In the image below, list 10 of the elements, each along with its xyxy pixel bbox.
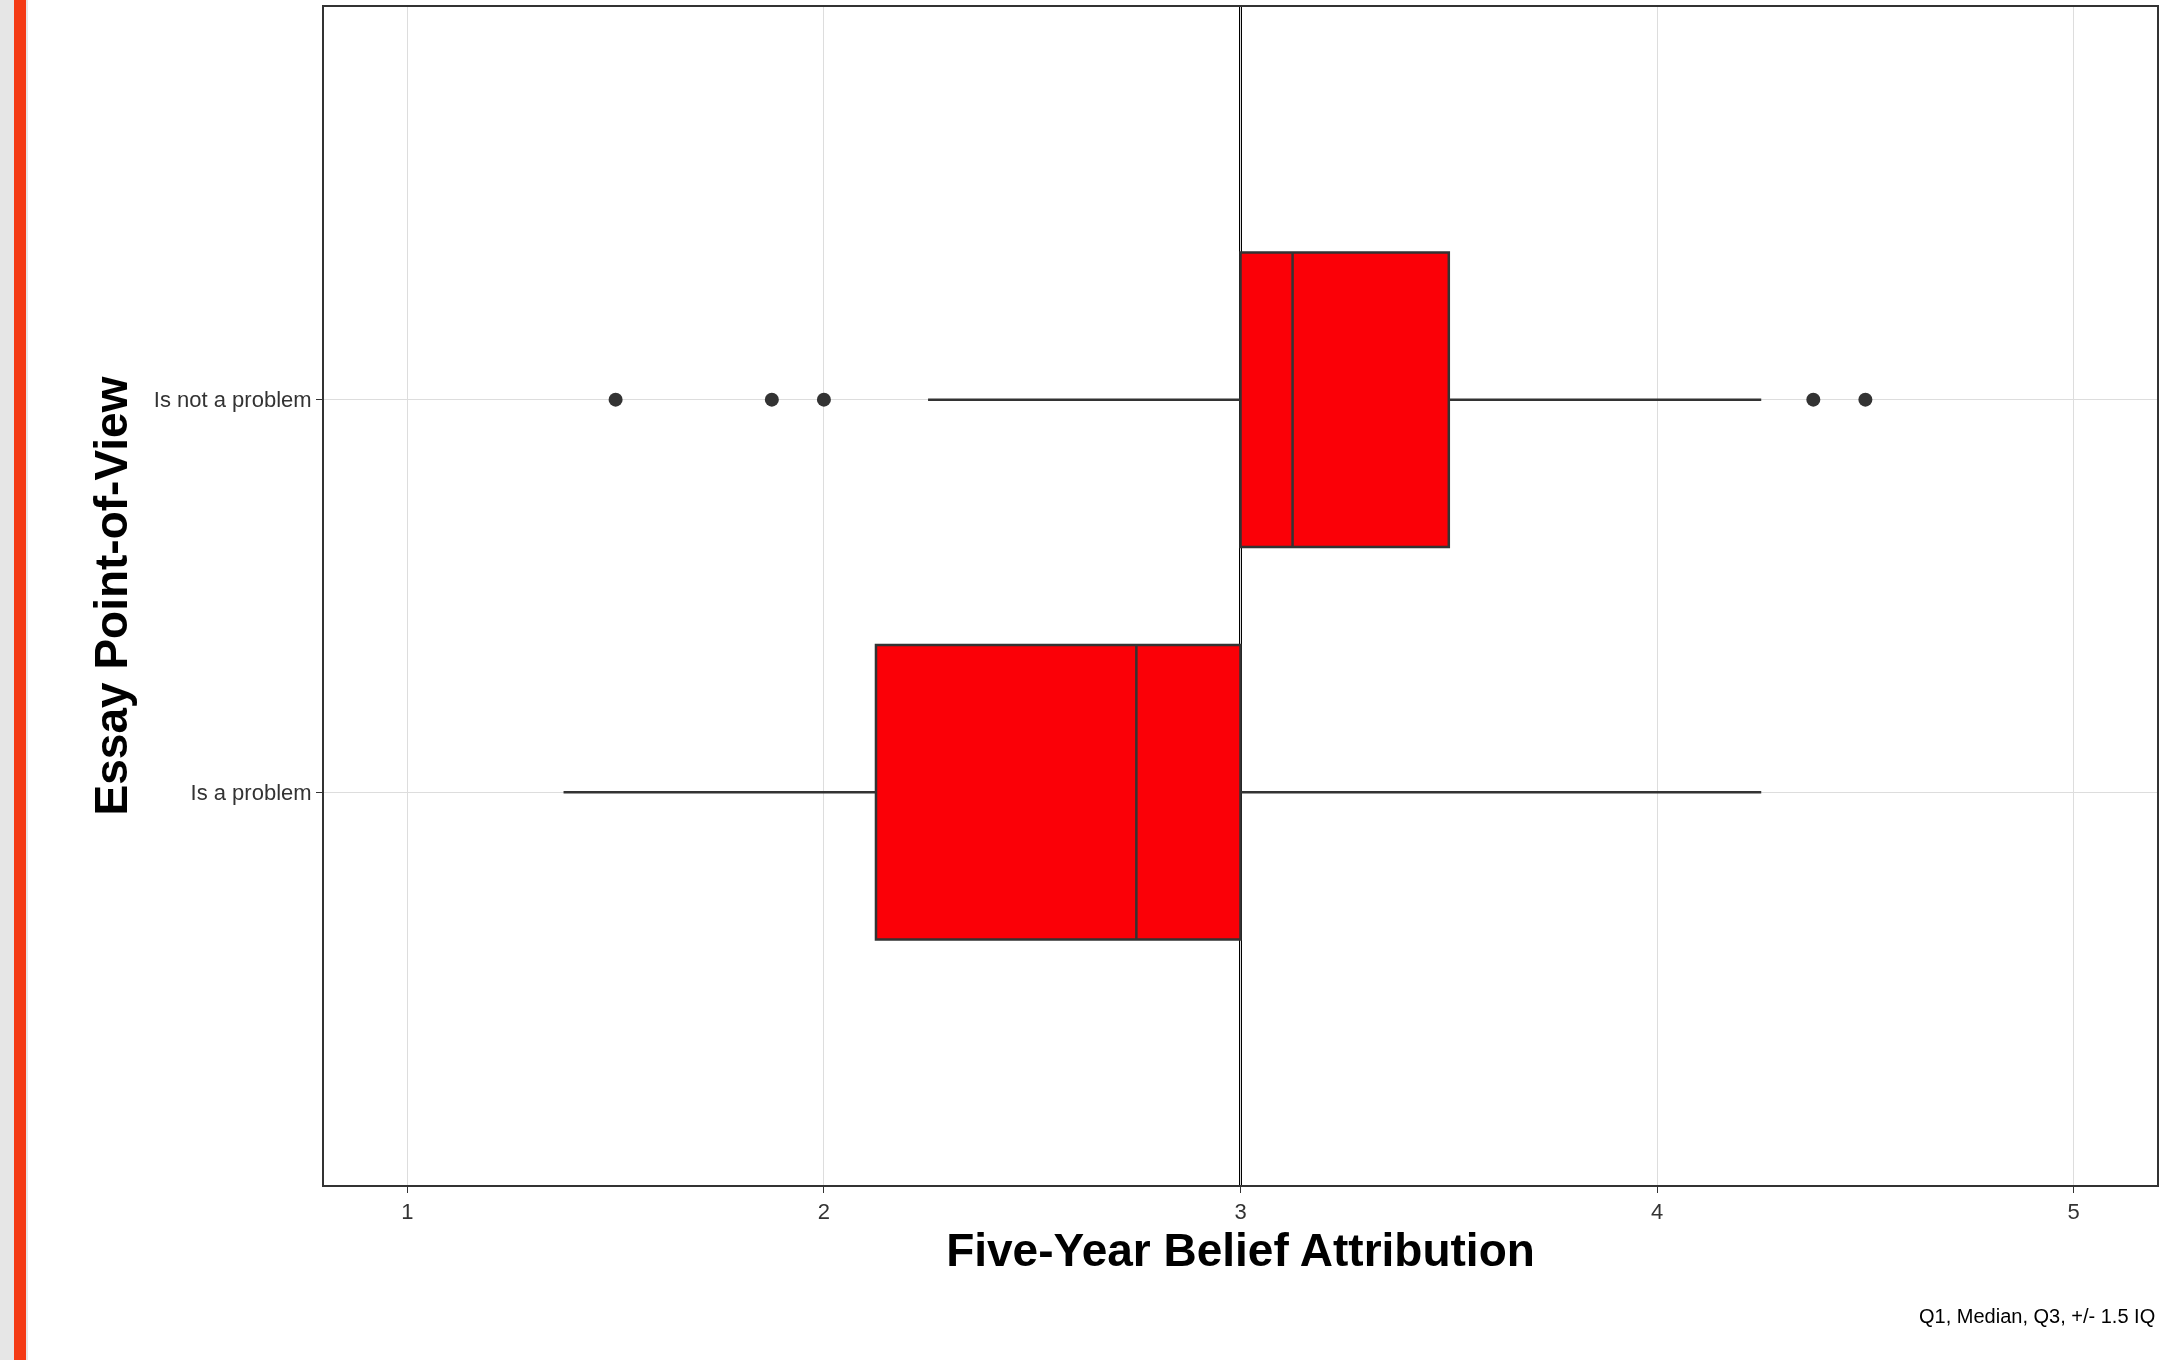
- x-tick-label: 3: [1234, 1199, 1247, 1225]
- x-tick-label: 1: [401, 1199, 414, 1225]
- x-tick-label: 5: [2067, 1199, 2080, 1225]
- x-axis-title: Five-Year Belief Attribution: [946, 1224, 1535, 1277]
- x-tick-label: 4: [1650, 1199, 1664, 1225]
- x-tick-label: 2: [817, 1199, 831, 1225]
- y-tick-label: Is a problem: [190, 780, 312, 806]
- y-tick-label: Is not a problem: [153, 387, 312, 413]
- y-axis-title: Essay Point-of-View: [84, 376, 137, 816]
- text: Q1, Median, Q3, +/- 1.5 IQ: [1919, 1305, 2156, 1327]
